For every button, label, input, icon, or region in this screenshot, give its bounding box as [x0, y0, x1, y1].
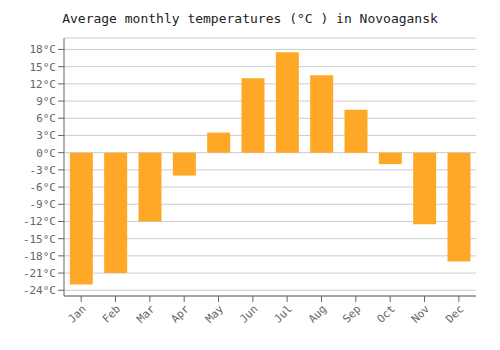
- svg-text:-15°C: -15°C: [23, 233, 56, 246]
- svg-text:Jun: Jun: [237, 302, 260, 325]
- svg-text:-24°C: -24°C: [23, 284, 56, 297]
- svg-text:-18°C: -18°C: [23, 250, 56, 263]
- svg-text:18°C: 18°C: [30, 43, 57, 56]
- svg-text:6°C: 6°C: [36, 112, 56, 125]
- svg-text:Nov: Nov: [409, 302, 433, 326]
- svg-text:May: May: [203, 302, 227, 326]
- svg-text:Sep: Sep: [340, 302, 363, 325]
- svg-text:12°C: 12°C: [30, 78, 57, 91]
- svg-text:-6°C: -6°C: [30, 181, 57, 194]
- svg-text:-9°C: -9°C: [30, 198, 57, 211]
- svg-text:Mar: Mar: [134, 302, 158, 326]
- svg-text:3°C: 3°C: [36, 129, 56, 142]
- html-text:Average monthly temperatures (: Average monthly temperatures (°C ) in No…: [62, 11, 438, 26]
- svg-text:9°C: 9°C: [36, 95, 56, 108]
- svg-text:-21°C: -21°C: [23, 267, 56, 280]
- svg-text:Feb: Feb: [100, 302, 123, 325]
- svg-text:Jan: Jan: [66, 302, 89, 325]
- svg-text:Aug: Aug: [306, 302, 329, 325]
- svg-text:Jul: Jul: [272, 302, 295, 325]
- svg-text:Dec: Dec: [443, 302, 466, 325]
- svg-text:0°C: 0°C: [36, 147, 56, 160]
- svg-text:Apr: Apr: [169, 302, 193, 326]
- svg-text:-3°C: -3°C: [30, 164, 57, 177]
- svg-text:15°C: 15°C: [30, 61, 57, 74]
- svg-text:-12°C: -12°C: [23, 215, 56, 228]
- svg-text:Oct: Oct: [375, 302, 398, 325]
